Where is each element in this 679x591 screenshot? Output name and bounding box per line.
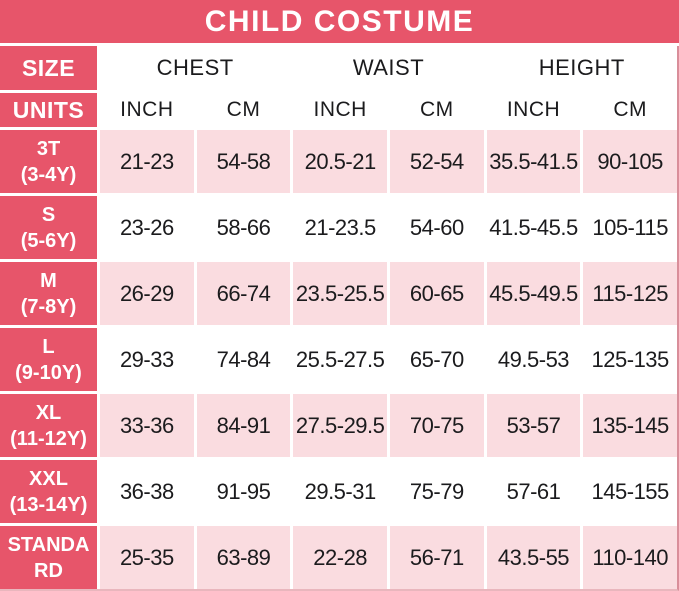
value-cell-r2-c1: 66-74 — [196, 262, 291, 325]
value-cell-r2-c5: 115-125 — [583, 262, 677, 325]
value-cell-r6-c3: 56-71 — [389, 526, 484, 589]
value-cell-r2-c0: 26-29 — [100, 262, 194, 325]
size-row-label-line: XL — [35, 401, 62, 424]
value-cell-r5-c0: 36-38 — [100, 460, 194, 523]
value-cell-r1-c2: 21-23.5 — [293, 196, 387, 259]
size-row-label-line: XXL — [29, 467, 68, 490]
size-row-label-6: STANDA RD — [0, 526, 97, 589]
size-header-cell: SIZE — [0, 46, 97, 90]
value-cell-r0-c5: 90-105 — [583, 130, 677, 193]
value-cell-r3-c4: 49.5-53 — [486, 328, 581, 391]
unit-header-waist-cm: CM — [389, 93, 484, 127]
size-row-label-4: XL (11-12Y) — [0, 394, 97, 457]
value-cell-r4-c4: 53-57 — [486, 394, 581, 457]
value-cell-r4-c5: 135-145 — [583, 394, 677, 457]
value-cell-r4-c0: 33-36 — [100, 394, 194, 457]
unit-header-height-inch: INCH — [486, 93, 581, 127]
value-cell-r5-c4: 57-61 — [486, 460, 581, 523]
value-cell-r6-c0: 25-35 — [100, 526, 194, 589]
size-row-label-1: S (5-6Y) — [0, 196, 97, 259]
value-cell-r0-c1: 54-58 — [196, 130, 291, 193]
value-cell-r3-c2: 25.5-27.5 — [293, 328, 387, 391]
value-cell-r3-c3: 65-70 — [389, 328, 484, 391]
value-cell-r5-c5: 145-155 — [583, 460, 677, 523]
value-cell-r6-c4: 43.5-55 — [486, 526, 581, 589]
value-cell-r3-c0: 29-33 — [100, 328, 194, 391]
size-row-label-line: (9-10Y) — [15, 361, 82, 384]
value-cell-r3-c5: 125-135 — [583, 328, 677, 391]
height-column-header: HEIGHT — [486, 46, 677, 90]
size-row-label-line: (7-8Y) — [20, 295, 77, 318]
value-cell-r1-c5: 105-115 — [583, 196, 677, 259]
value-cell-r1-c0: 23-26 — [100, 196, 194, 259]
size-row-label-line: S — [41, 203, 56, 226]
value-cell-r4-c1: 84-91 — [196, 394, 291, 457]
size-table: SIZE CHEST WAIST HEIGHT UNITS INCH CM IN… — [0, 46, 679, 591]
size-row-label-line: RD — [34, 559, 63, 582]
unit-header-chest-cm: CM — [196, 93, 291, 127]
size-row-label-0: 3T (3-4Y) — [0, 130, 97, 193]
size-row-label-line: (11-12Y) — [10, 427, 87, 450]
size-row-label-line: (5-6Y) — [20, 229, 77, 252]
size-row-label-5: XXL (13-14Y) — [0, 460, 97, 523]
value-cell-r5-c3: 75-79 — [389, 460, 484, 523]
value-cell-r4-c2: 27.5-29.5 — [293, 394, 387, 457]
value-cell-r2-c3: 60-65 — [389, 262, 484, 325]
size-row-label-line: (13-14Y) — [9, 493, 88, 516]
value-cell-r0-c0: 21-23 — [100, 130, 194, 193]
value-cell-r5-c1: 91-95 — [196, 460, 291, 523]
value-cell-r6-c5: 110-140 — [583, 526, 677, 589]
size-row-label-line: 3T — [36, 137, 61, 160]
value-cell-r0-c3: 52-54 — [389, 130, 484, 193]
value-cell-r5-c2: 29.5-31 — [293, 460, 387, 523]
value-cell-r3-c1: 74-84 — [196, 328, 291, 391]
size-row-label-2: M (7-8Y) — [0, 262, 97, 325]
unit-header-height-cm: CM — [583, 93, 677, 127]
value-cell-r1-c4: 41.5-45.5 — [486, 196, 581, 259]
value-cell-r0-c4: 35.5-41.5 — [486, 130, 581, 193]
unit-header-chest-inch: INCH — [100, 93, 194, 127]
size-row-label-line: (3-4Y) — [20, 163, 77, 186]
value-cell-r4-c3: 70-75 — [389, 394, 484, 457]
units-header-cell: UNITS — [0, 93, 97, 127]
value-cell-r0-c2: 20.5-21 — [293, 130, 387, 193]
size-row-label-line: L — [42, 335, 55, 358]
chest-column-header: CHEST — [100, 46, 291, 90]
value-cell-r2-c2: 23.5-25.5 — [293, 262, 387, 325]
waist-column-header: WAIST — [293, 46, 484, 90]
size-row-label-3: L (9-10Y) — [0, 328, 97, 391]
value-cell-r6-c2: 22-28 — [293, 526, 387, 589]
value-cell-r6-c1: 63-89 — [196, 526, 291, 589]
value-cell-r1-c3: 54-60 — [389, 196, 484, 259]
value-cell-r1-c1: 58-66 — [196, 196, 291, 259]
value-cell-r2-c4: 45.5-49.5 — [486, 262, 581, 325]
unit-header-waist-inch: INCH — [293, 93, 387, 127]
size-row-label-line: M — [40, 269, 57, 292]
chart-title: CHILD COSTUME — [0, 0, 679, 43]
size-row-label-line: STANDA — [7, 533, 90, 556]
